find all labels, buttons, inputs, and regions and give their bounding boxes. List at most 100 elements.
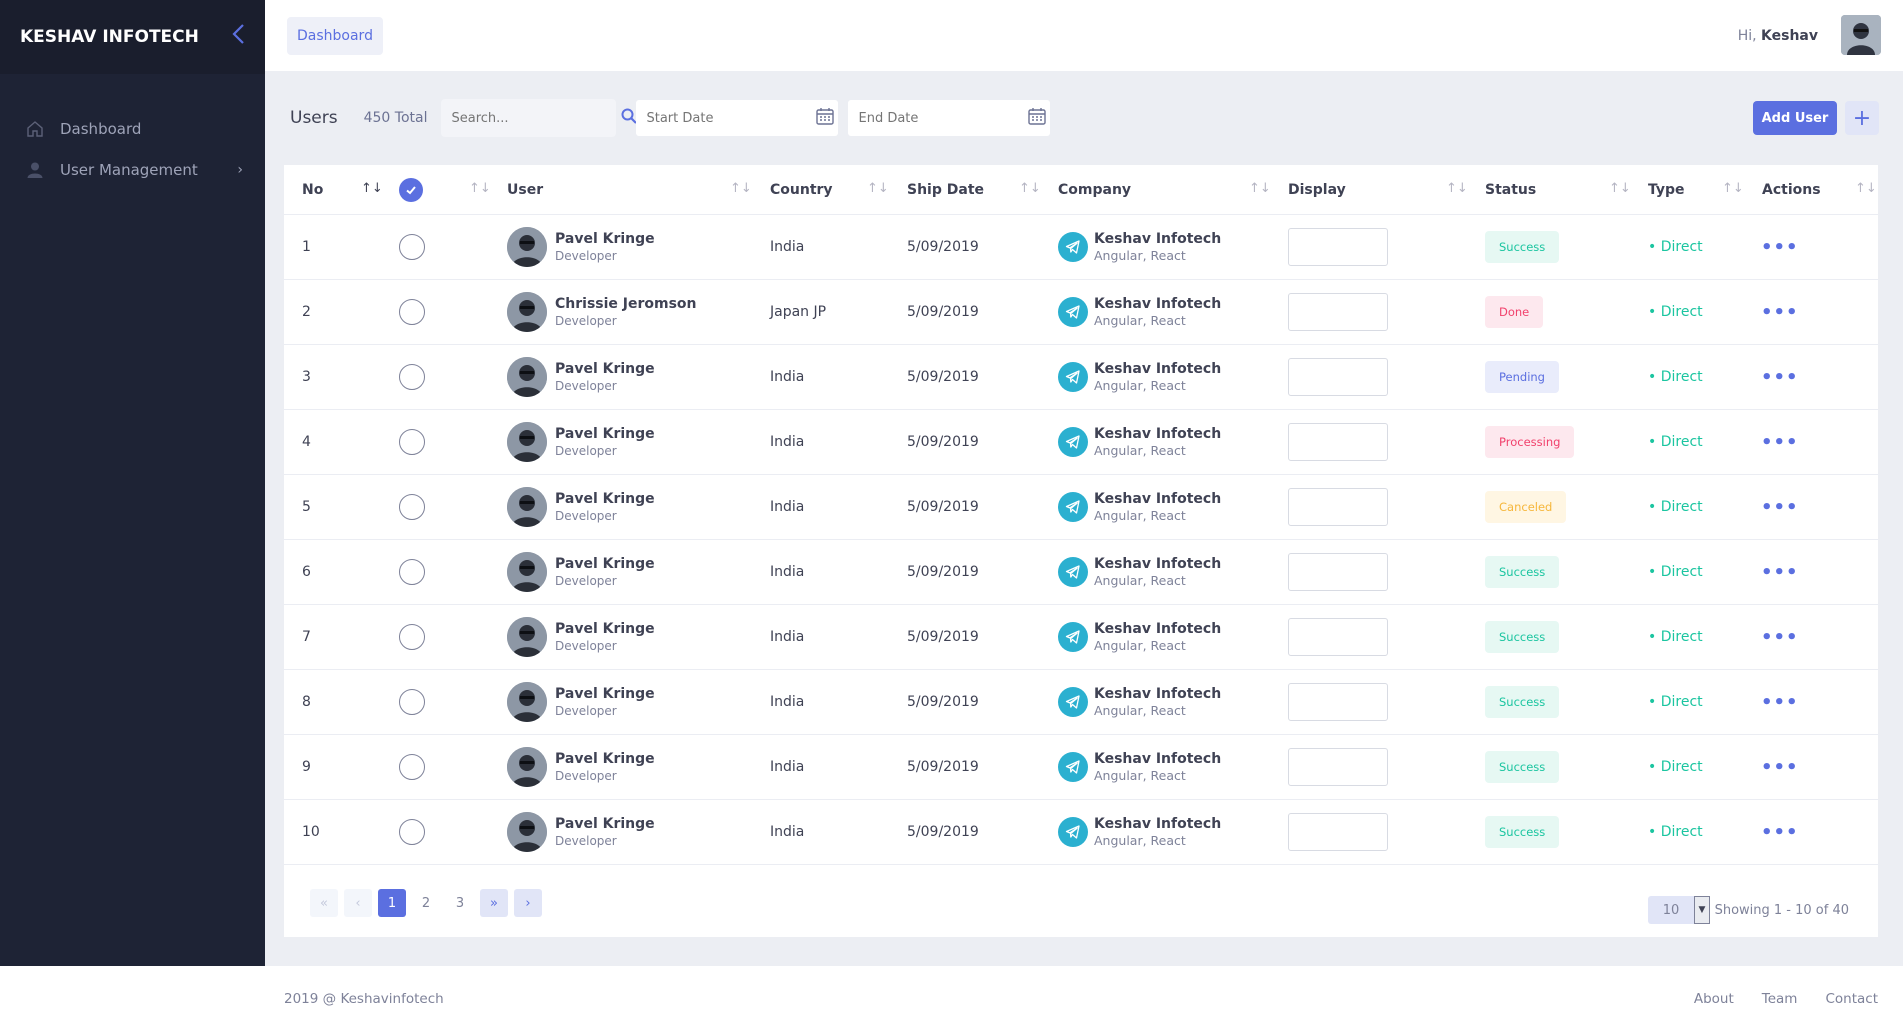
user-name[interactable]: Pavel Kringe: [555, 750, 655, 767]
user-name[interactable]: Pavel Kringe: [555, 360, 655, 377]
sort-icon[interactable]: ↑↓: [1019, 181, 1041, 196]
sort-icon[interactable]: ↑↓: [469, 181, 491, 196]
page-button-3[interactable]: 3: [455, 895, 465, 911]
more-actions-icon[interactable]: •••: [1761, 561, 1799, 583]
radio-button[interactable]: [399, 494, 425, 520]
row-select-radio[interactable]: [399, 215, 425, 279]
page-button-2[interactable]: 2: [421, 895, 431, 911]
more-actions-icon[interactable]: •••: [1761, 431, 1799, 453]
radio-button[interactable]: [399, 819, 425, 845]
sort-icon[interactable]: ↑↓: [867, 181, 889, 196]
row-select-radio[interactable]: [399, 475, 425, 539]
row-select-radio[interactable]: [399, 735, 425, 799]
column-header-user[interactable]: User: [507, 182, 544, 198]
row-select-radio[interactable]: [399, 280, 425, 344]
chevron-down-icon[interactable]: ▼: [1694, 896, 1710, 924]
radio-button[interactable]: [399, 299, 425, 325]
more-actions-icon[interactable]: •••: [1761, 626, 1799, 648]
user-name[interactable]: Pavel Kringe: [555, 490, 655, 507]
first-page-button[interactable]: «: [310, 889, 338, 917]
column-header-display[interactable]: Display: [1288, 182, 1346, 198]
display-field[interactable]: [1288, 618, 1388, 656]
display-field[interactable]: [1288, 813, 1388, 851]
footer-link-about[interactable]: About: [1693, 991, 1734, 1007]
row-select-radio[interactable]: [399, 410, 425, 474]
more-actions-icon[interactable]: •••: [1761, 301, 1799, 323]
row-select-radio[interactable]: [399, 800, 425, 864]
more-actions-icon[interactable]: •••: [1761, 821, 1799, 843]
radio-button[interactable]: [399, 429, 425, 455]
sort-icon[interactable]: ↑↓: [361, 181, 383, 196]
radio-button[interactable]: [399, 559, 425, 585]
display-field[interactable]: [1288, 293, 1388, 331]
display-field[interactable]: [1288, 748, 1388, 786]
prev-page-button[interactable]: ‹: [344, 889, 372, 917]
column-header-status[interactable]: Status: [1485, 182, 1537, 198]
display-field[interactable]: [1288, 358, 1388, 396]
user-name[interactable]: Pavel Kringe: [555, 815, 655, 832]
display-field[interactable]: [1288, 228, 1388, 266]
display-field[interactable]: [1288, 488, 1388, 526]
next-page-button[interactable]: ›: [514, 889, 542, 917]
page-button-1[interactable]: 1: [378, 889, 406, 917]
footer-link-contact[interactable]: Contact: [1825, 991, 1878, 1007]
per-page-value[interactable]: 10: [1648, 896, 1694, 924]
user-name[interactable]: Pavel Kringe: [555, 685, 655, 702]
more-actions-icon[interactable]: •••: [1761, 756, 1799, 778]
display-field[interactable]: [1288, 553, 1388, 591]
start-date-input[interactable]: [646, 110, 817, 126]
more-actions-icon[interactable]: •••: [1761, 236, 1799, 258]
add-icon-button[interactable]: +: [1845, 101, 1879, 135]
user-name[interactable]: Chrissie Jeromson: [555, 295, 697, 312]
sort-icon[interactable]: ↑↓: [1722, 181, 1744, 196]
collapse-sidebar-icon[interactable]: [231, 23, 245, 51]
row-select-radio[interactable]: [399, 540, 425, 604]
sort-icon[interactable]: ↑↓: [1855, 181, 1877, 196]
display-field[interactable]: [1288, 683, 1388, 721]
user-name[interactable]: Pavel Kringe: [555, 620, 655, 637]
user-name[interactable]: Pavel Kringe: [555, 425, 655, 442]
column-header-actions[interactable]: Actions: [1762, 182, 1821, 198]
footer-link-team[interactable]: Team: [1761, 991, 1798, 1007]
next-jump-button[interactable]: »: [480, 889, 508, 917]
sidebar-item-user-management[interactable]: User Management ›: [0, 149, 265, 190]
avatar[interactable]: [1841, 15, 1881, 55]
radio-button[interactable]: [399, 624, 425, 650]
user-cell: Pavel Kringe Developer: [507, 345, 655, 409]
more-actions-icon[interactable]: •••: [1761, 496, 1799, 518]
sidebar-nav: Dashboard User Management ›: [0, 74, 265, 190]
row-select-radio[interactable]: [399, 605, 425, 669]
select-all-checkbox[interactable]: [399, 165, 423, 215]
search-input[interactable]: [451, 110, 622, 126]
sort-icon[interactable]: ↑↓: [1249, 181, 1271, 196]
radio-button[interactable]: [399, 364, 425, 390]
user-name[interactable]: Pavel Kringe: [555, 230, 655, 247]
greeting-text: Hi,: [1737, 28, 1757, 44]
calendar-icon[interactable]: [1028, 107, 1047, 129]
more-actions-icon[interactable]: •••: [1761, 691, 1799, 713]
row-select-radio[interactable]: [399, 345, 425, 409]
calendar-icon[interactable]: [816, 107, 835, 129]
radio-button[interactable]: [399, 234, 425, 260]
add-user-button[interactable]: Add User: [1753, 101, 1837, 135]
search-icon[interactable]: [621, 108, 638, 128]
per-page-select[interactable]: 10 ▼: [1648, 896, 1710, 924]
sort-icon[interactable]: ↑↓: [1446, 181, 1468, 196]
column-header-country[interactable]: Country: [770, 182, 833, 198]
breadcrumb[interactable]: Dashboard: [287, 16, 383, 55]
more-actions-icon[interactable]: •••: [1761, 366, 1799, 388]
radio-button[interactable]: [399, 689, 425, 715]
row-select-radio[interactable]: [399, 670, 425, 734]
user-role: Developer: [555, 573, 617, 588]
column-header-type[interactable]: Type: [1648, 182, 1685, 198]
column-header-ship-date[interactable]: Ship Date: [907, 182, 984, 198]
column-header-no[interactable]: No: [302, 182, 324, 198]
radio-button[interactable]: [399, 754, 425, 780]
sidebar-item-dashboard[interactable]: Dashboard: [0, 108, 265, 149]
sort-icon[interactable]: ↑↓: [1609, 181, 1631, 196]
end-date-input[interactable]: [858, 110, 1029, 126]
column-header-company[interactable]: Company: [1058, 182, 1132, 198]
display-field[interactable]: [1288, 423, 1388, 461]
sort-icon[interactable]: ↑↓: [730, 181, 752, 196]
user-name[interactable]: Pavel Kringe: [555, 555, 655, 572]
